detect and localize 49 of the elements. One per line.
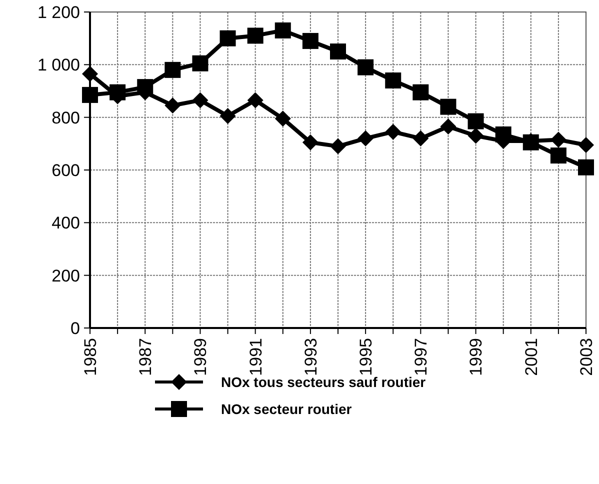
x-tick-label: 1985	[80, 338, 100, 376]
point	[274, 110, 291, 127]
point	[468, 113, 484, 130]
x-tick-label: 2003	[576, 338, 596, 376]
point	[412, 84, 429, 100]
point	[550, 148, 566, 164]
y-tick-label: 1 000	[37, 56, 80, 75]
point	[82, 86, 98, 103]
point	[82, 66, 98, 82]
point	[192, 55, 208, 72]
point	[247, 92, 264, 108]
point	[302, 32, 318, 49]
x-tick-label: 1991	[246, 338, 266, 376]
y-tick-label: 800	[52, 108, 80, 128]
point	[358, 130, 374, 146]
y-tick-label: 0	[70, 318, 80, 338]
x-tick-label: 1987	[136, 338, 156, 376]
point	[164, 62, 181, 78]
point	[578, 136, 594, 153]
y-tick-label: 400	[52, 214, 80, 233]
x-tick-label: 1989	[191, 338, 210, 376]
point	[385, 72, 402, 88]
point	[550, 132, 566, 148]
point	[192, 92, 208, 108]
point	[302, 134, 318, 150]
point	[220, 30, 236, 46]
point	[330, 44, 346, 60]
point	[247, 28, 264, 44]
legend-label: NOx secteur routier	[221, 400, 352, 417]
point	[440, 118, 456, 135]
point	[330, 138, 346, 154]
x-tick-label: 1997	[412, 338, 431, 376]
y-tick-label: 1 200	[37, 2, 80, 22]
x-tick-label: 2001	[522, 338, 541, 376]
x-tick-label: 1999	[466, 338, 486, 376]
point	[358, 59, 374, 76]
point	[412, 130, 429, 146]
y-tick-label: 200	[52, 266, 80, 286]
point	[578, 159, 594, 176]
point	[468, 128, 484, 144]
point	[440, 98, 456, 115]
x-tick-label: 1995	[356, 338, 376, 376]
point	[220, 108, 236, 124]
y-tick-label: 600	[52, 160, 80, 180]
point	[164, 97, 181, 114]
x-tick-label: 1993	[301, 338, 320, 376]
legend-label: NOx tous secteurs sauf routier	[221, 374, 426, 390]
point	[385, 124, 402, 140]
point	[274, 22, 291, 38]
